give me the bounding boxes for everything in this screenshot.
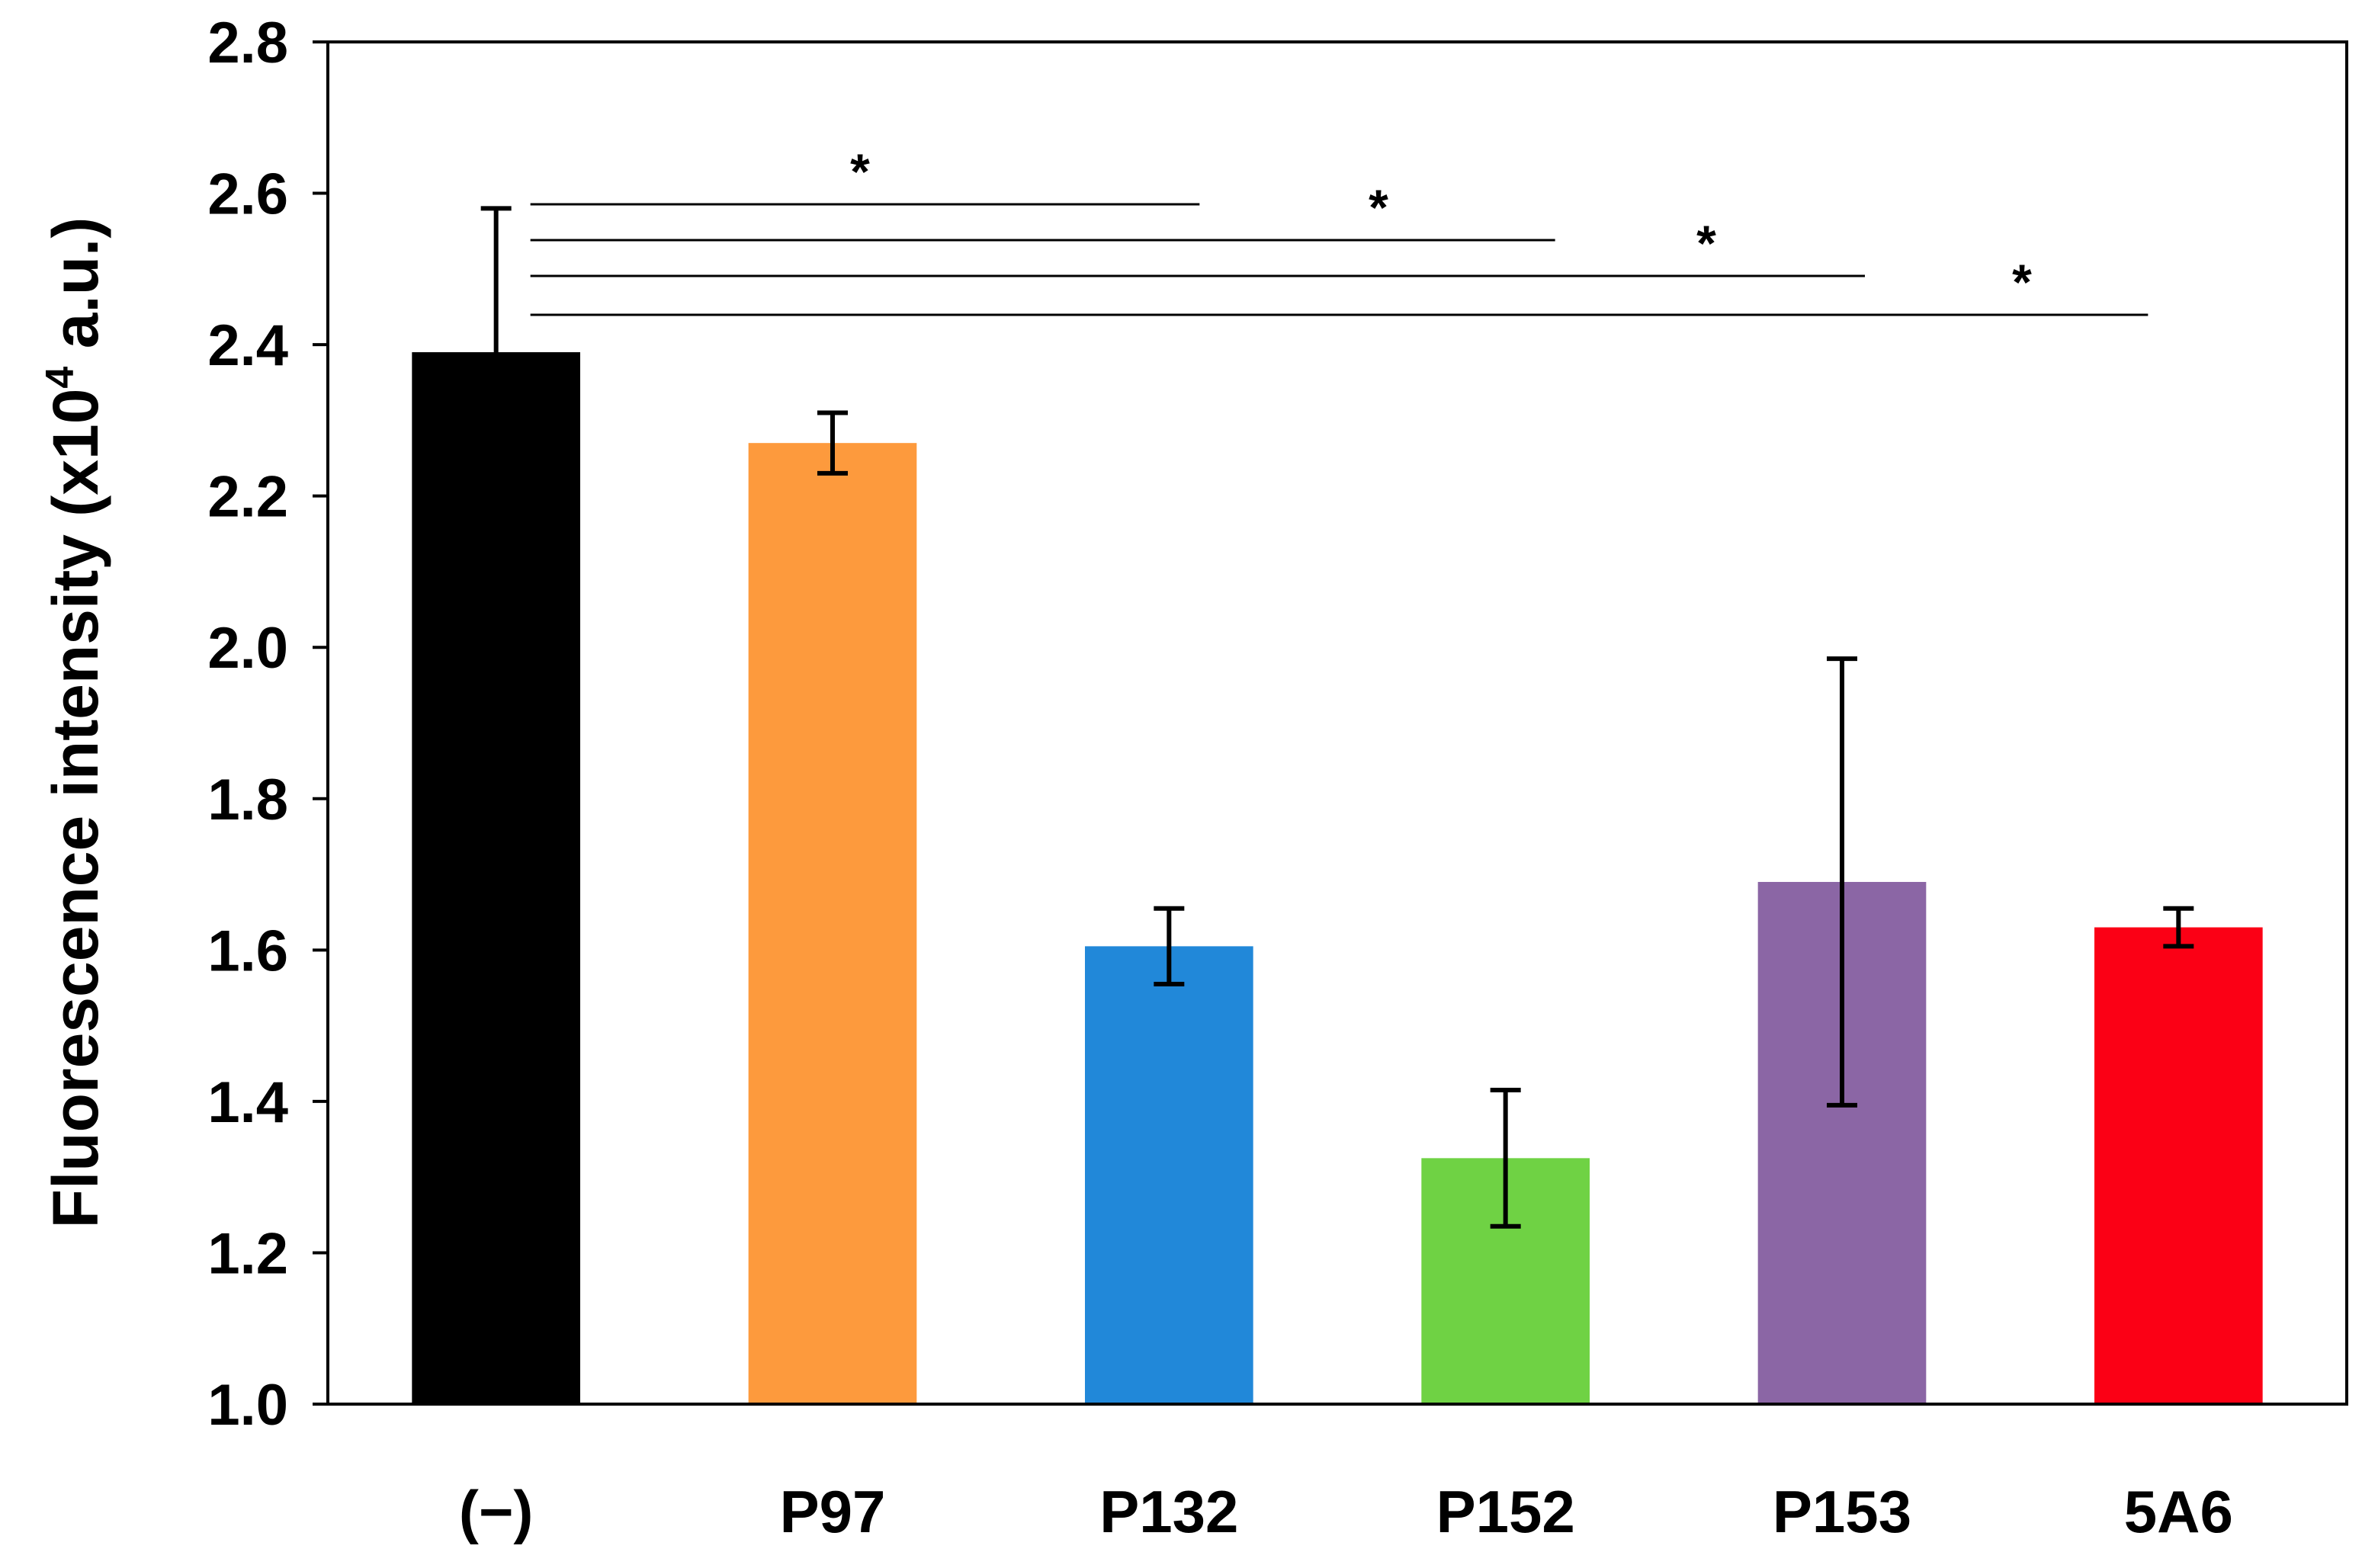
y-axis-title-main: Fluorescence intensity (x10 <box>40 389 111 1229</box>
bar-0 <box>412 352 580 1405</box>
x-tick-label-5: 5A6 <box>2124 1478 2233 1545</box>
y-tick-label-1: 1.2 <box>207 1221 288 1286</box>
error-bars-layer <box>480 206 2194 1229</box>
y-tick-label-3: 1.6 <box>207 919 288 983</box>
bars-layer <box>412 352 2263 1405</box>
y-tick-label-5: 2.0 <box>207 616 288 681</box>
y-tick-label-7: 2.4 <box>207 313 288 378</box>
plot-frame <box>326 40 2348 1406</box>
x-tick-label-2: P132 <box>1099 1478 1238 1545</box>
bar-5 <box>2094 927 2263 1404</box>
x-axis-labels: (−) P97 P132 P152 P153 5A6 <box>459 1478 2233 1545</box>
significance-star-2: * <box>1696 215 1716 271</box>
y-tick-label-9: 2.8 <box>207 11 288 75</box>
y-tick-label-6: 2.2 <box>207 465 288 530</box>
y-axis-title-end: a.u.) <box>40 217 111 367</box>
y-tick-label-0: 1.0 <box>207 1373 288 1438</box>
significance-layer: * * * * <box>530 143 2149 316</box>
significance-star-1: * <box>1369 179 1388 236</box>
y-axis-title: Fluorescence intensity (x104 a.u.) <box>38 217 111 1229</box>
y-tick-label-2: 1.4 <box>207 1070 288 1135</box>
y-tick-label-4: 1.8 <box>207 768 288 832</box>
y-tick-label-8: 2.6 <box>207 162 288 227</box>
bar-2 <box>1085 946 1253 1404</box>
bar-1 <box>748 443 917 1404</box>
significance-star-3: * <box>2012 254 2032 310</box>
x-tick-label-3: P152 <box>1436 1478 1575 1545</box>
x-tick-label-4: P153 <box>1773 1478 1911 1545</box>
y-axis-title-superscript: 4 <box>38 367 82 389</box>
x-tick-label-0: (−) <box>459 1478 534 1545</box>
y-axis-ticks: 1.0 1.2 1.4 1.6 1.8 2.0 2.2 2.4 2.6 2.8 <box>207 11 328 1438</box>
x-tick-label-1: P97 <box>780 1478 886 1545</box>
significance-star-0: * <box>850 143 870 200</box>
